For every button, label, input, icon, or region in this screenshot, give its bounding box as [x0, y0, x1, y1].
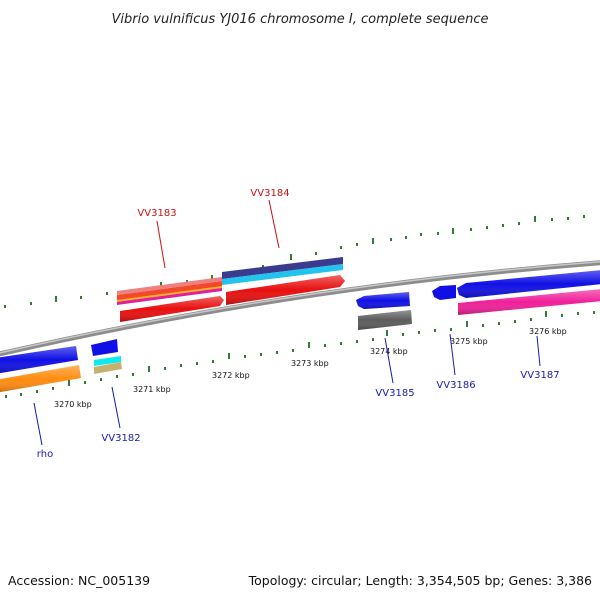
gene-label-vv3183: VV3183	[137, 208, 176, 219]
forward-genes	[117, 257, 345, 322]
scale-labels: 3270 kbp 3271 kbp 3272 kbp 3273 kbp 3274…	[54, 327, 567, 409]
reverse-genes	[0, 270, 600, 393]
scale-label-3272: 3272 kbp	[212, 371, 250, 380]
scale-label-3274: 3274 kbp	[370, 347, 408, 356]
gene-label-rho: rho	[37, 449, 53, 460]
gene-labels: VV3183 VV3184 rho VV3182 VV3185 VV3186 V…	[37, 188, 560, 460]
gene-arrow-vv3186	[432, 285, 456, 300]
scale-label-3271: 3271 kbp	[133, 385, 171, 394]
gene-label-vv3182: VV3182	[101, 433, 140, 444]
scale-label-3275: 3275 kbp	[450, 337, 488, 346]
map-title: Vibrio vulnificus YJ016 chromosome I, co…	[111, 12, 488, 27]
scale-label-3273: 3273 kbp	[291, 359, 329, 368]
gene-block-vv3184-upper	[222, 257, 343, 279]
chromosome-backbone	[0, 260, 600, 357]
scale-label-3270: 3270 kbp	[54, 400, 92, 409]
inner-tick-row	[5, 311, 595, 398]
leader-lines	[33, 199, 541, 446]
gene-label-vv3185: VV3185	[375, 388, 414, 399]
scale-label-3276: 3276 kbp	[529, 327, 567, 336]
gene-label-vv3187: VV3187	[520, 370, 559, 381]
outer-tick-row	[4, 215, 585, 308]
accession-text: Accession: NC_005139	[8, 573, 151, 588]
gene-arrow-vv3182	[91, 339, 118, 356]
sequence-summary: Topology: circular; Length: 3,354,505 bp…	[248, 573, 592, 588]
gene-label-vv3184: VV3184	[250, 188, 289, 199]
gene-label-vv3186: VV3186	[436, 380, 475, 391]
